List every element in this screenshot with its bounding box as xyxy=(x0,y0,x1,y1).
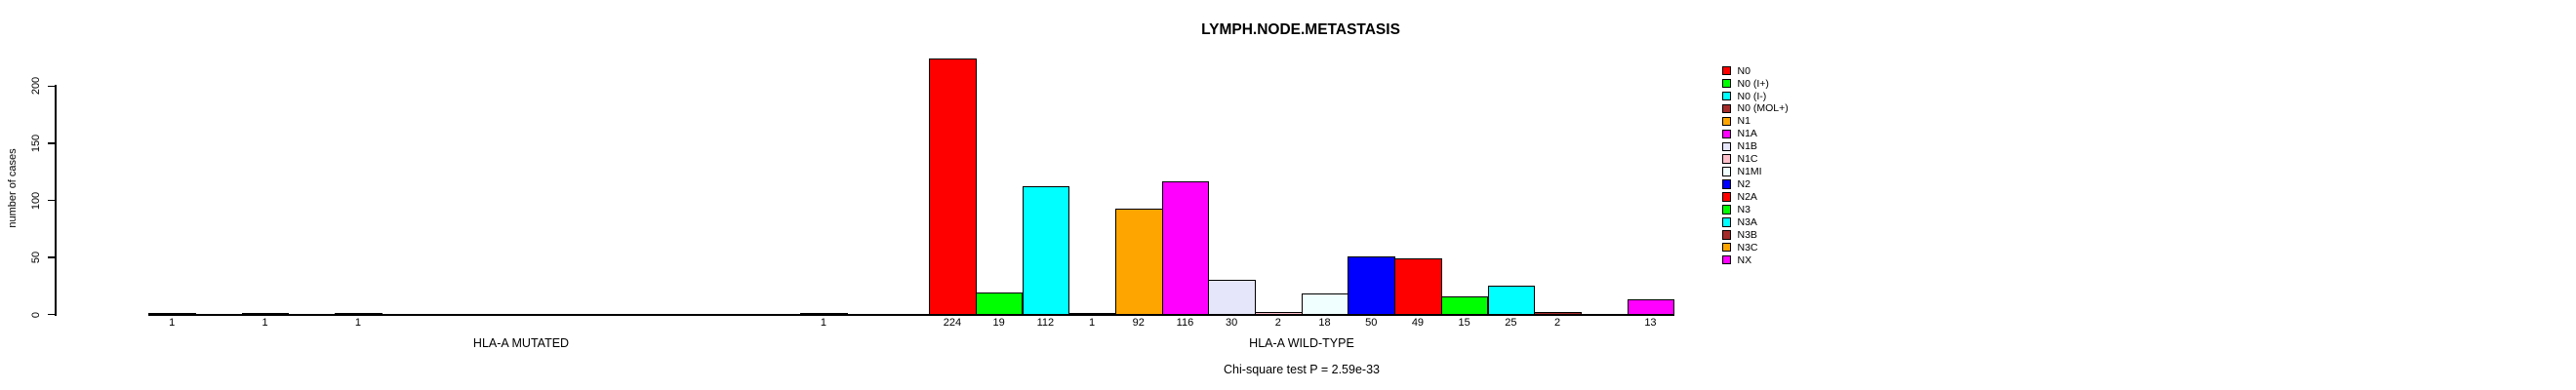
y-tick-label: 50 xyxy=(30,251,42,264)
y-tick-mark xyxy=(48,199,55,202)
legend-label-n0-i-: N0 (I-) xyxy=(1737,90,1767,102)
y-tick-label: 200 xyxy=(30,77,42,96)
legend-label-n1b: N1B xyxy=(1737,140,1757,153)
legend-label-n1a: N1A xyxy=(1737,128,1757,140)
bar-hla-a-wild-type-n0-i- xyxy=(1022,185,1070,316)
legend-swatch-n3b xyxy=(1722,230,1731,240)
y-tick-mark xyxy=(48,256,55,258)
bar-hla-a-wild-type-n1a xyxy=(1161,181,1210,316)
bar-value-label: 50 xyxy=(1365,316,1378,329)
y-tick-label: 0 xyxy=(30,311,42,318)
y-tick-mark xyxy=(48,142,55,144)
y-tick-mark xyxy=(48,313,55,316)
legend-swatch-n0-i- xyxy=(1722,91,1731,101)
legend-swatch-n0 xyxy=(1722,65,1731,76)
y-tick-label: 100 xyxy=(30,191,42,210)
bar-hla-a-wild-type-n2 xyxy=(1348,256,1396,316)
group-label-hla-a-wild-type: HLA-A WILD-TYPE xyxy=(1249,336,1354,350)
bar-value-label: 19 xyxy=(992,316,1005,329)
y-axis-line xyxy=(55,85,57,316)
legend-label-n1mi: N1MI xyxy=(1737,166,1762,178)
legend-swatch-n0-i- xyxy=(1722,78,1731,89)
bar-hla-a-wild-type-n1b xyxy=(1208,279,1256,316)
legend-label-n3b: N3B xyxy=(1737,228,1757,241)
legend-label-n3a: N3A xyxy=(1737,215,1757,228)
legend-label-n1: N1 xyxy=(1737,115,1751,128)
bar-value-label: 116 xyxy=(1176,316,1194,329)
bar-hla-a-wild-type-n1 xyxy=(1114,209,1163,316)
bar-value-label: 112 xyxy=(1036,316,1055,329)
y-tick-label: 150 xyxy=(30,134,42,153)
chart-title: LYMPH.NODE.METASTASIS xyxy=(1201,21,1400,38)
bar-value-label: 1 xyxy=(820,316,826,329)
bar-value-label: 2 xyxy=(1274,316,1281,329)
legend-swatch-n2 xyxy=(1722,179,1731,189)
legend-swatch-n3a xyxy=(1722,217,1731,227)
bar-value-label: 13 xyxy=(1644,316,1657,329)
group-label-hla-a-mutated: HLA-A MUTATED xyxy=(472,336,570,350)
legend-swatch-n1b xyxy=(1722,141,1731,152)
bar-hla-a-wild-type-n3a xyxy=(1487,285,1536,316)
chi-square-annotation: Chi-square test P = 2.59e-33 xyxy=(1224,363,1380,376)
bar-value-label: 25 xyxy=(1505,316,1517,329)
legend-label-n2: N2 xyxy=(1737,178,1751,191)
legend-swatch-n3 xyxy=(1722,205,1731,214)
legend-label-n0-mol-: N0 (MOL+) xyxy=(1737,102,1789,115)
bar-hla-a-wild-type-n0-i- xyxy=(975,292,1024,316)
legend-label-n2a: N2A xyxy=(1737,191,1757,203)
y-tick-mark xyxy=(48,85,55,88)
bar-value-label: 224 xyxy=(943,316,962,329)
legend-swatch-n0-mol- xyxy=(1722,103,1731,114)
legend-label-n0: N0 xyxy=(1737,64,1751,77)
bar-value-label: 49 xyxy=(1411,316,1425,329)
bar-value-label: 18 xyxy=(1318,316,1331,329)
legend-label-n3: N3 xyxy=(1737,203,1751,215)
bar-hla-a-wild-type-n2a xyxy=(1394,257,1442,316)
bar-value-label: 2 xyxy=(1553,316,1561,329)
legend-label-n3c: N3C xyxy=(1737,241,1758,254)
bar-value-label: 92 xyxy=(1132,316,1145,329)
x-axis-baseline xyxy=(148,313,1674,316)
legend-label-n1c: N1C xyxy=(1737,153,1758,166)
bar-value-label: 15 xyxy=(1458,316,1470,329)
bar-hla-a-wild-type-n0 xyxy=(929,58,977,316)
legend-label-n0-i-: N0 (I+) xyxy=(1737,77,1769,90)
legend-swatch-nx xyxy=(1722,254,1731,265)
legend-swatch-n2a xyxy=(1722,192,1731,202)
bar-value-label: 30 xyxy=(1226,316,1238,329)
bar-value-label: 1 xyxy=(1088,316,1096,329)
bar-value-label: 1 xyxy=(262,316,268,329)
y-axis-title: number of cases xyxy=(7,148,19,228)
legend-swatch-n1c xyxy=(1722,154,1731,164)
bar-value-label: 1 xyxy=(169,316,176,329)
legend-label-nx: NX xyxy=(1737,254,1752,266)
legend-swatch-n1mi xyxy=(1722,167,1731,176)
bar-value-label: 1 xyxy=(354,316,361,329)
legend-swatch-n1a xyxy=(1722,129,1731,139)
legend-swatch-n3c xyxy=(1722,242,1731,253)
legend-swatch-n1 xyxy=(1722,116,1731,127)
